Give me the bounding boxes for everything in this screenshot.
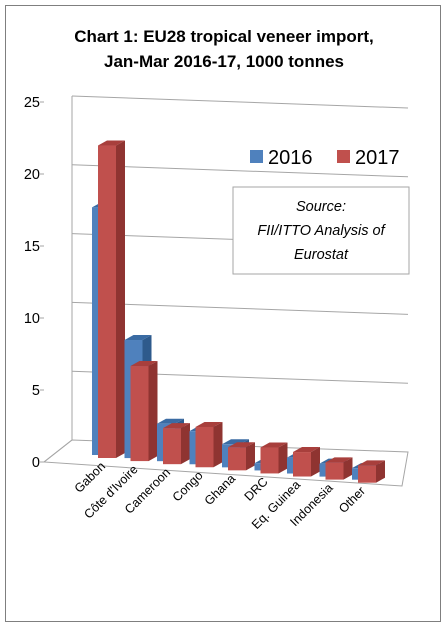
y-tick-label: 5 (32, 383, 40, 399)
bar-side-2017 (181, 423, 190, 465)
legend-label-2016: 2016 (268, 147, 313, 169)
axes (42, 96, 409, 487)
source-annotation: Source: FII/ITTO Analysis of Eurostat (232, 186, 410, 275)
bar-side-2017 (148, 361, 158, 462)
bar-2017 (228, 447, 246, 471)
source-line-3: Eurostat (294, 247, 349, 263)
bar-top-2017 (260, 442, 288, 448)
bar-top-2017 (325, 457, 353, 463)
chart-frame (5, 5, 441, 622)
bar-top-2016 (157, 418, 184, 424)
bar-side-2017 (213, 421, 223, 468)
bar-top-2017 (358, 460, 385, 466)
bar-2017 (358, 465, 376, 483)
x-tick-label: DRC (242, 475, 271, 504)
bars (92, 140, 385, 483)
bar-side-2017 (116, 140, 125, 458)
gridline (71, 164, 409, 178)
bar-side-2017 (278, 442, 288, 474)
depth-axis-line (43, 439, 73, 463)
legend-swatch-2017 (337, 150, 350, 163)
y-tick-label: 10 (24, 311, 40, 327)
y-tick-label: 0 (32, 455, 40, 471)
bar-top-2017 (228, 442, 255, 448)
legend-swatch-2016 (250, 150, 263, 163)
gridline (71, 95, 409, 109)
y-tick-label: 20 (24, 167, 40, 183)
x-tick-label: Ghana (202, 472, 238, 508)
legend-label-2017: 2017 (355, 147, 400, 169)
bar-side-2017 (376, 460, 385, 483)
source-box-border (232, 186, 410, 275)
chart-title-line-2: Jan-Mar 2016-17, 1000 tonnes (104, 52, 344, 71)
source-line-2: FII/ITTO Analysis of (257, 223, 386, 239)
bar-side-2017 (311, 447, 320, 477)
bar-top-2016 (124, 335, 152, 341)
chart-title-line-1: Chart 1: EU28 tropical veneer import, (74, 27, 373, 46)
bar-2017 (195, 426, 214, 468)
bar-top-2017 (163, 423, 190, 429)
y-tick-label: 15 (24, 239, 40, 255)
legend: 2016 2017 (250, 147, 400, 169)
y-tick-label: 25 (24, 95, 40, 111)
bar-2017 (130, 366, 149, 462)
bar-top-2017 (130, 361, 158, 367)
chart-title: Chart 1: EU28 tropical veneer import, Ja… (74, 27, 373, 71)
bar-2017 (260, 447, 279, 474)
bar-2017 (98, 145, 116, 458)
gridline (71, 301, 409, 315)
bar-top-2017 (195, 421, 223, 427)
bar-side-2017 (246, 442, 255, 471)
bar-top-2017 (293, 447, 320, 453)
x-tick-label: Congo (170, 468, 206, 504)
y-axis-ticks: 0 5 10 15 20 25 (24, 95, 44, 471)
bar-2017 (293, 452, 311, 477)
x-tick-label: Other (336, 484, 368, 516)
bar-top-2017 (98, 140, 125, 146)
source-line-1: Source: (296, 199, 346, 215)
bar-side-2017 (343, 457, 353, 480)
bar-2017 (325, 462, 344, 480)
bar-2017 (163, 428, 181, 465)
